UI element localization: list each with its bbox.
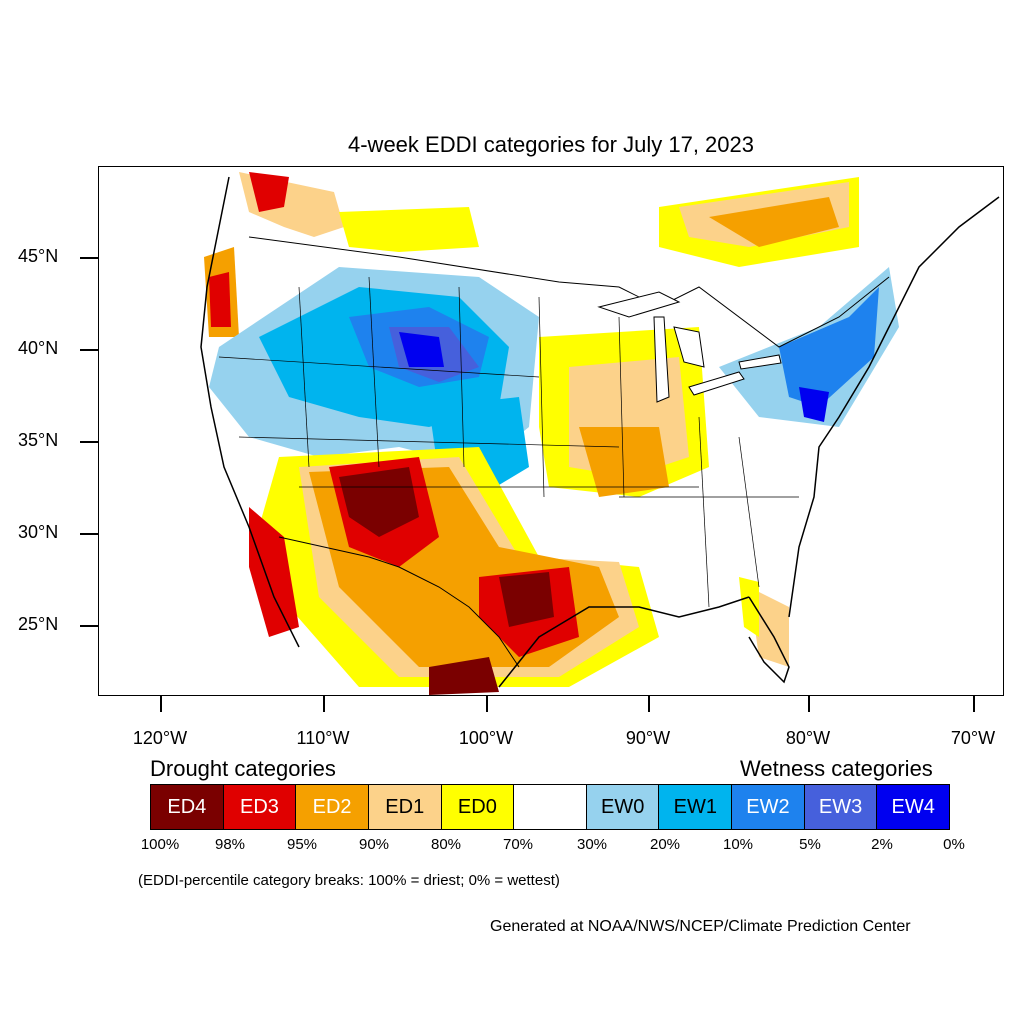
lat-tick-25 — [80, 625, 98, 627]
legend-box-neutral — [514, 785, 587, 829]
region-pnw-dry-core — [249, 172, 289, 212]
legend-box-ed2: ED2 — [296, 785, 369, 829]
legend-box-ew2: EW2 — [732, 785, 805, 829]
region-oregon-coast-core — [209, 272, 231, 327]
lon-label-70: 70°W — [950, 728, 996, 748]
legend-box-ew4: EW4 — [877, 785, 950, 829]
lake-ontario — [738, 354, 782, 370]
lat-tick-45 — [80, 257, 98, 259]
lon-label-90: 90°W — [625, 728, 671, 748]
region-florida-ed0 — [739, 577, 759, 637]
map-title: 4-week EDDI categories for July 17, 2023 — [348, 132, 754, 157]
lat-tick-40 — [80, 349, 98, 351]
coastline-gulf — [498, 596, 750, 688]
legend-box-ed1: ED1 — [368, 785, 442, 829]
percentile-label: 0% — [943, 836, 965, 853]
region-southwest-ed4 — [339, 467, 419, 537]
percentile-label: 70% — [502, 836, 534, 853]
percentile-label: 5% — [799, 836, 821, 853]
lon-tick-120 — [160, 696, 162, 712]
lon-label-110: 110°W — [296, 728, 350, 748]
category-breaks-note: (EDDI-percentile category breaks: 100% =… — [138, 872, 560, 889]
percentile-label: 100% — [140, 836, 180, 853]
percentile-label: 30% — [576, 836, 608, 853]
coastline-west — [200, 176, 300, 648]
percentile-label: 95% — [286, 836, 318, 853]
region-midwest-ed2 — [579, 427, 669, 497]
percentile-label: 80% — [430, 836, 462, 853]
state-lines — [218, 276, 799, 608]
region-pnw-yellow — [339, 207, 479, 252]
legend-box-ew3: EW3 — [804, 785, 878, 829]
lon-label-80: 80°W — [785, 728, 831, 748]
lon-tick-90 — [648, 696, 650, 712]
legend-box-ew1: EW1 — [659, 785, 733, 829]
lat-label-45: 45°N — [18, 246, 59, 266]
lake-erie — [688, 371, 745, 396]
region-northeast-wet-2 — [779, 287, 879, 407]
percentile-label: 90% — [358, 836, 390, 853]
region-wyoming-ew4 — [399, 332, 444, 367]
percentile-label: 20% — [649, 836, 681, 853]
lake-superior — [597, 291, 681, 318]
lon-label-120: 120°W — [132, 728, 188, 748]
lon-tick-100 — [486, 696, 488, 712]
drought-categories-heading: Drought categories — [150, 756, 336, 781]
credit-line: Generated at NOAA/NWS/NCEP/Climate Predi… — [490, 918, 911, 935]
map-canvas — [200, 172, 1000, 695]
lon-tick-70 — [973, 696, 975, 712]
region-south-tx-ed4 — [429, 657, 499, 695]
legend-box-ed0: ED0 — [441, 785, 515, 829]
lat-label-25: 25°N — [18, 614, 59, 634]
eddi-map — [98, 166, 1004, 696]
region-northeast-ew4 — [799, 387, 829, 422]
legend-box-ed3: ED3 — [223, 785, 297, 829]
lat-label-35: 35°N — [18, 430, 59, 450]
region-ontario-ed2 — [709, 197, 839, 247]
lat-tick-35 — [80, 441, 98, 443]
lat-tick-30 — [80, 533, 98, 535]
lake-michigan — [653, 316, 670, 403]
lon-tick-110 — [323, 696, 325, 712]
border-mexico — [278, 536, 520, 668]
region-texas-ed4 — [499, 572, 554, 627]
lat-label-40: 40°N — [18, 338, 59, 358]
wetness-categories-heading: Wetness categories — [740, 756, 933, 781]
percentile-label: 2% — [871, 836, 893, 853]
coastline-florida — [748, 596, 790, 684]
coastline-east — [788, 196, 1000, 618]
percentile-label: 98% — [214, 836, 246, 853]
lon-tick-80 — [808, 696, 810, 712]
region-baja-ed3 — [249, 507, 299, 637]
lat-label-30: 30°N — [18, 522, 59, 542]
legend-color-bar: ED4 ED3 ED2 ED1 ED0 EW0 EW1 EW2 EW3 EW4 — [150, 784, 950, 830]
lake-huron — [673, 326, 705, 368]
lon-label-100: 100°W — [458, 728, 514, 748]
legend-box-ed4: ED4 — [151, 785, 224, 829]
legend-box-ew0: EW0 — [586, 785, 660, 829]
percentile-label: 10% — [722, 836, 754, 853]
